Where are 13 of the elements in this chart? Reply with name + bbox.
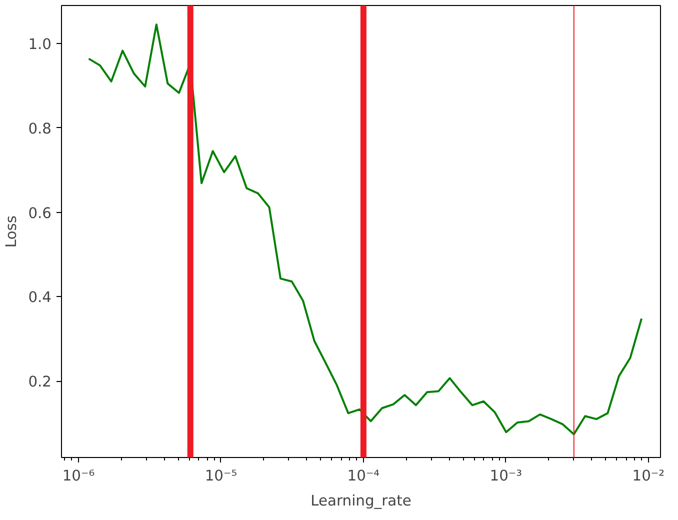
x-tick-label: 10⁻³ (490, 468, 522, 484)
y-axis-title: Loss (3, 215, 20, 248)
y-tick-label: 0.6 (28, 204, 52, 222)
x-axis-title: Learning_rate (310, 492, 412, 510)
line-series (88, 23, 643, 436)
y-tick-label: 0.2 (28, 374, 52, 391)
y-tick-label: 0.8 (28, 120, 52, 138)
x-tick-label: 10⁻⁵ (204, 468, 238, 484)
x-tick-label: 10⁻⁴ (347, 468, 380, 484)
y-tick-label: 1.0 (28, 36, 52, 53)
x-tick-label: 10⁻² (632, 468, 665, 484)
y-tick-label: 0.4 (28, 289, 52, 306)
x-tick-label: 10⁻⁶ (62, 468, 95, 484)
